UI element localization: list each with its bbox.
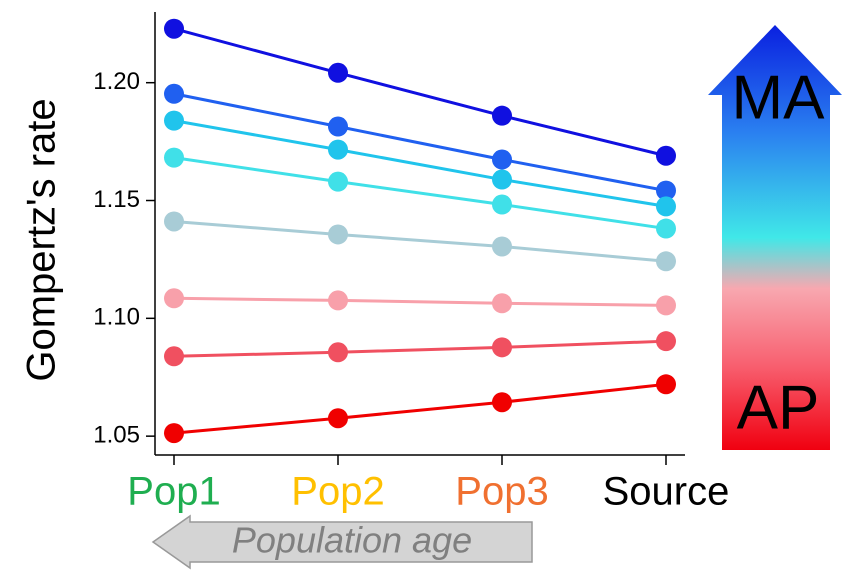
series-line xyxy=(173,119,667,208)
point xyxy=(164,110,184,131)
point xyxy=(492,169,512,190)
series-line xyxy=(173,92,667,193)
point xyxy=(164,423,184,444)
series-line xyxy=(173,339,667,358)
arrow-label: Population age xyxy=(232,520,472,561)
point xyxy=(164,288,184,309)
point xyxy=(164,346,184,367)
point xyxy=(328,224,348,245)
x-tick-label: Pop1 xyxy=(127,470,220,514)
point xyxy=(492,337,512,358)
y-tick-label: 1.15 xyxy=(93,186,140,213)
point xyxy=(328,116,348,137)
point xyxy=(656,196,676,217)
point xyxy=(492,392,512,413)
x-tick-label: Pop2 xyxy=(291,470,384,514)
series-line xyxy=(173,382,667,435)
y-axis-label: Gompertz's rate xyxy=(20,98,64,381)
point xyxy=(164,147,184,168)
series-line xyxy=(173,27,667,158)
point xyxy=(328,342,348,363)
y-tick-label: 1.10 xyxy=(93,304,140,331)
point xyxy=(164,211,184,232)
point xyxy=(656,251,676,272)
top-label: MA xyxy=(732,63,826,132)
point xyxy=(328,290,348,311)
point xyxy=(328,139,348,160)
series-line xyxy=(173,296,667,307)
point xyxy=(328,62,348,83)
point xyxy=(656,374,676,395)
point xyxy=(492,149,512,170)
point xyxy=(492,194,512,215)
series-line xyxy=(173,156,667,231)
point xyxy=(328,171,348,192)
gradient-arrow xyxy=(708,25,842,450)
age-arrow xyxy=(151,514,533,570)
point xyxy=(164,18,184,39)
x-tick-label: Pop3 xyxy=(455,470,548,514)
point xyxy=(656,295,676,316)
point xyxy=(164,83,184,104)
point xyxy=(656,180,676,201)
point xyxy=(492,236,512,257)
bottom-label: AP xyxy=(737,373,820,442)
point xyxy=(492,293,512,314)
series-line xyxy=(173,219,667,263)
point xyxy=(656,331,676,352)
y-tick-label: 1.20 xyxy=(93,68,140,95)
point xyxy=(328,408,348,429)
point xyxy=(492,105,512,126)
y-tick-label: 1.05 xyxy=(93,421,140,448)
point xyxy=(656,145,676,166)
point xyxy=(656,218,676,239)
x-tick-label: Source xyxy=(603,470,730,514)
